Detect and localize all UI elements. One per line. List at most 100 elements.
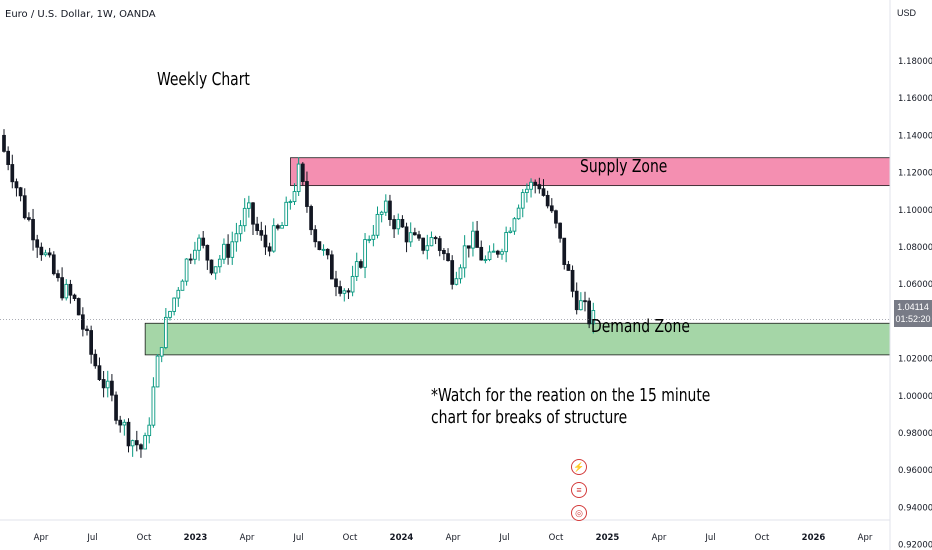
candle xyxy=(35,234,40,258)
candle xyxy=(27,212,31,222)
x-tick-label: 2026 xyxy=(802,533,826,543)
candle xyxy=(217,255,222,273)
candle xyxy=(139,443,143,458)
x-tick-label: 2024 xyxy=(390,533,414,543)
candle xyxy=(234,222,239,252)
x-tick-label: Oct xyxy=(137,533,152,543)
candle xyxy=(76,297,81,316)
y-tick-label: 0.98000 xyxy=(898,429,932,439)
candle xyxy=(209,259,214,276)
candle xyxy=(334,270,338,297)
candle xyxy=(533,179,538,194)
candle xyxy=(263,225,268,255)
candle xyxy=(280,221,284,229)
supply-zone-rect xyxy=(290,157,891,187)
candle xyxy=(508,227,513,234)
candle xyxy=(408,222,413,247)
candle xyxy=(197,234,201,261)
candle xyxy=(271,218,276,253)
x-tick-label: Apr xyxy=(652,533,667,543)
candle xyxy=(288,199,293,210)
y-tick-label: 1.02000 xyxy=(898,355,932,365)
candle xyxy=(126,418,131,453)
candle xyxy=(238,220,243,242)
candle xyxy=(487,245,492,262)
y-tick-label: 0.92000 xyxy=(898,541,932,550)
candle xyxy=(134,430,139,452)
lightning-icon[interactable]: ⚡ xyxy=(571,459,587,475)
y-tick-label: 1.10000 xyxy=(898,206,932,216)
candle xyxy=(151,377,156,428)
candle xyxy=(284,196,289,226)
candle xyxy=(159,347,164,363)
currency-button[interactable]: USD xyxy=(897,8,917,18)
candle xyxy=(400,215,405,228)
candle xyxy=(504,226,508,263)
candle xyxy=(529,178,533,198)
candle xyxy=(267,242,272,257)
candle xyxy=(537,177,542,194)
candle xyxy=(462,235,467,278)
symbol-header[interactable]: Euro / U.S. Dollar, 1W, OANDA xyxy=(5,9,156,20)
candle xyxy=(68,279,73,304)
candle xyxy=(516,204,521,220)
x-tick-label: Jul xyxy=(498,533,509,543)
candle xyxy=(64,279,69,301)
last-price: 1.04114 xyxy=(897,302,929,312)
note-line-2: chart for breaks of structure xyxy=(431,407,628,428)
candle xyxy=(246,195,251,218)
candle xyxy=(350,265,355,297)
candle xyxy=(122,419,127,436)
x-tick-label: Oct xyxy=(549,533,564,543)
candle xyxy=(562,237,567,270)
candle xyxy=(591,302,596,334)
candle xyxy=(313,225,318,248)
candle xyxy=(205,244,210,270)
candle xyxy=(176,287,181,307)
x-tick-label: Jul xyxy=(86,533,97,543)
candle xyxy=(309,204,313,236)
candle xyxy=(80,307,85,337)
candle xyxy=(118,415,123,433)
x-tick-label: Apr xyxy=(34,533,49,543)
candle xyxy=(101,370,106,398)
candle xyxy=(172,297,176,316)
candle xyxy=(259,221,264,241)
candle xyxy=(392,215,396,238)
candle xyxy=(296,157,301,196)
candle xyxy=(43,249,48,257)
candle xyxy=(255,216,259,235)
candle xyxy=(31,208,35,251)
candle xyxy=(417,230,421,241)
candle xyxy=(525,183,529,203)
candle xyxy=(97,357,102,382)
candle xyxy=(541,179,546,197)
candle xyxy=(242,198,247,232)
x-tick-label: 2023 xyxy=(184,533,208,543)
candle xyxy=(110,374,114,402)
candle xyxy=(454,271,459,286)
candle xyxy=(471,221,475,257)
flag-badge-icon[interactable]: ≡ xyxy=(571,482,587,498)
candle xyxy=(496,249,500,258)
candle xyxy=(180,279,185,291)
candle xyxy=(18,186,23,202)
candle xyxy=(85,325,89,336)
candle xyxy=(346,288,351,300)
demand-zone-label: Demand Zone xyxy=(591,316,690,337)
x-tick-label: 2025 xyxy=(596,533,620,543)
candle xyxy=(388,194,392,226)
y-tick-label: 1.18000 xyxy=(898,57,932,67)
candle xyxy=(10,154,15,189)
candle xyxy=(276,223,280,231)
candle xyxy=(184,258,189,286)
candle xyxy=(458,264,463,284)
candle xyxy=(188,253,193,264)
candle xyxy=(292,183,297,205)
candle xyxy=(549,198,554,214)
candle xyxy=(130,439,135,457)
y-tick-label: 1.06000 xyxy=(898,280,932,290)
globe-icon[interactable]: ◎ xyxy=(571,505,587,521)
candle xyxy=(2,129,6,153)
